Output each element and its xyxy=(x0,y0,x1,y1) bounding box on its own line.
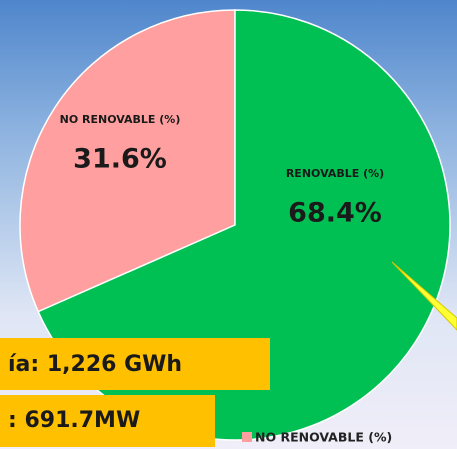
legend-label: NO RENOVABLE (%) xyxy=(255,430,392,445)
annotation: : 691.7MW xyxy=(8,408,140,433)
slice-label: NO RENOVABLE (%) xyxy=(60,113,181,126)
value-label: 31.6% xyxy=(73,144,167,175)
value-label: 68.4% xyxy=(288,198,382,229)
legend-swatch xyxy=(242,432,252,442)
annotation-box xyxy=(0,338,270,390)
annotation-box xyxy=(0,395,215,447)
pie-slice xyxy=(19,9,236,313)
annotation: ía: 1,226 GWh xyxy=(8,352,182,377)
callout-pointer xyxy=(391,261,457,331)
pie xyxy=(19,9,451,441)
slice-label: RENOVABLE (%) xyxy=(286,167,384,180)
